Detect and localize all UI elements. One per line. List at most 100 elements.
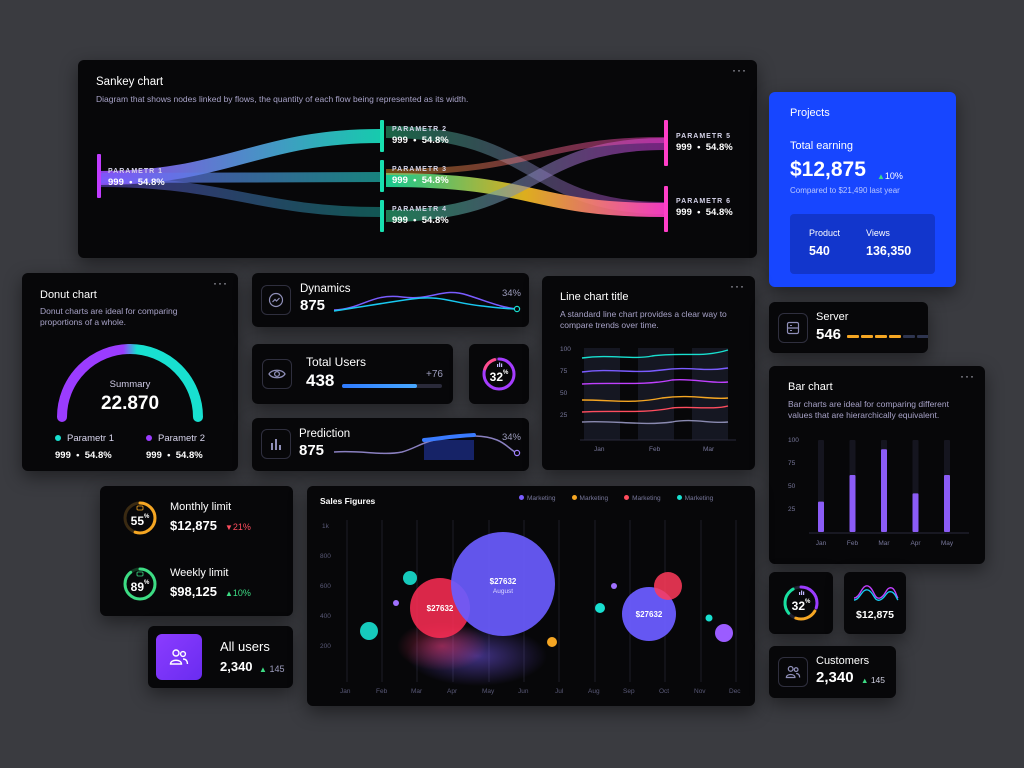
bubble-sub: August <box>492 588 514 595</box>
bubble[interactable] <box>611 583 617 589</box>
prediction-icon-box <box>261 429 291 459</box>
line-chart-card: Line chart title A standard line chart p… <box>542 276 755 470</box>
bar-chart-plot: Jan Feb Mar Apr May <box>809 440 969 547</box>
line-y-tick: 25 <box>560 412 568 419</box>
bar-apr[interactable] <box>912 493 919 532</box>
total-users-label: Total Users <box>306 355 367 369</box>
monthly-pct: 55 <box>130 514 144 528</box>
bar-y-tick: 100 <box>788 437 799 444</box>
bubble[interactable] <box>547 637 557 647</box>
dynamics-value: 875 <box>300 297 326 314</box>
sales-x-axis: Jan Feb Mar Apr May Jun Jul Aug Sep Oct … <box>307 688 755 698</box>
sankey-node-2-label: PARAMETR 2 999 • 54.8% <box>392 126 449 146</box>
total-users-value: 438 <box>306 371 335 390</box>
users-icon <box>785 665 801 679</box>
views-value: 136,350 <box>866 244 912 258</box>
legend-item[interactable]: Marketing <box>519 495 556 502</box>
weekly-limit-label: Weekly limit <box>170 567 229 579</box>
sales-legend: Marketing Marketing Marketing Marketing <box>519 495 713 502</box>
node-label: PARAMETR 5 <box>676 133 731 140</box>
bubble-red-small[interactable] <box>654 572 682 600</box>
sankey-node-1-label: PARAMETR 1 999 • 54.8% <box>108 168 165 188</box>
bar-may[interactable] <box>944 474 950 532</box>
bubble[interactable] <box>393 600 399 606</box>
bubble-violet[interactable] <box>622 587 676 641</box>
arrow-up-icon: ▲ <box>259 665 267 674</box>
node-label: PARAMETR 1 <box>108 168 163 175</box>
arrow-down-icon: ▼ <box>225 523 233 532</box>
bubble-violet-large[interactable] <box>451 532 555 636</box>
dynamics-label: Dynamics <box>300 283 351 295</box>
legend-dot-cyan <box>55 435 61 441</box>
node-label: PARAMETR 6 <box>676 198 731 205</box>
views-label: Views <box>866 228 890 238</box>
bar-x-tick: Apr <box>910 540 921 547</box>
sankey-menu-icon[interactable]: ··· <box>732 63 747 77</box>
users-icon <box>169 649 189 665</box>
node-value: 999 • 54.8% <box>392 175 449 186</box>
sankey-diagram <box>97 120 668 232</box>
donut-title: Donut chart <box>40 289 97 301</box>
product-label: Product <box>809 228 841 238</box>
legend-dot <box>571 495 577 500</box>
sankey-card: Sankey chart Diagram that shows nodes li… <box>78 60 757 258</box>
dynamics-percent: 34% <box>501 288 521 299</box>
weekly-pct: 89 <box>130 580 144 594</box>
bar-x-tick: May <box>941 540 954 547</box>
bubble[interactable] <box>360 622 378 640</box>
load-bar <box>889 335 901 338</box>
earning-change-value: 10% <box>884 171 903 181</box>
all-users-icon-box <box>156 634 202 680</box>
all-users-delta-value: 145 <box>269 664 285 674</box>
sales-title: Sales Figures <box>320 496 376 506</box>
legend-label: Parametr 1 <box>67 433 114 444</box>
legend-item[interactable]: Marketing <box>676 495 713 502</box>
sankey-node-6-label: PARAMETR 6 999 • 54.8% <box>676 198 733 218</box>
sales-y-tick: 800 <box>320 553 331 560</box>
sankey-node-2[interactable] <box>380 120 384 152</box>
bar-feb[interactable] <box>849 474 856 532</box>
sankey-node-6[interactable] <box>664 186 668 232</box>
pct-unit: % <box>144 514 150 520</box>
legend-item[interactable]: Marketing <box>571 495 608 502</box>
bar-y-tick: 50 <box>788 483 796 490</box>
legend-value: 999 • 54.8% <box>55 450 112 461</box>
all-users-card: All users 2,340 ▲ 145 <box>148 626 293 688</box>
bar-jan[interactable] <box>818 501 824 532</box>
sankey-node-5[interactable] <box>664 120 668 166</box>
monthly-limit-label: Monthly limit <box>170 501 232 513</box>
donut-subtitle: Donut charts are ideal for comparing pro… <box>40 306 178 328</box>
legend-item[interactable]: Marketing <box>624 495 661 502</box>
bubble[interactable] <box>403 571 417 585</box>
load-bar <box>847 335 859 338</box>
bubble[interactable] <box>595 603 605 613</box>
line-y-tick: 100 <box>560 346 571 353</box>
arrow-up-icon: ▲ <box>877 172 885 181</box>
bubble[interactable] <box>705 614 713 622</box>
load-bar <box>917 335 928 338</box>
sankey-node-3[interactable] <box>380 160 384 192</box>
bar-mar[interactable] <box>881 449 887 532</box>
bar-chart-menu-icon[interactable]: ··· <box>960 369 975 383</box>
product-value: 540 <box>809 244 830 258</box>
server-card: Server 546 <box>769 302 928 353</box>
prediction-card: Prediction 875 34% <box>252 418 529 471</box>
bubble[interactable] <box>715 624 733 642</box>
donut-menu-icon[interactable]: ··· <box>213 276 228 290</box>
sales-x-tick: Jun <box>518 688 529 695</box>
total-earning-value: $12,875 <box>790 158 866 181</box>
prediction-percent: 34% <box>501 432 521 443</box>
load-bar <box>903 335 915 338</box>
load-bar <box>875 335 887 338</box>
line-chart-menu-icon[interactable]: ··· <box>730 279 745 293</box>
sales-x-tick: May <box>482 688 495 695</box>
sankey-node-4[interactable] <box>380 200 384 232</box>
sankey-node-1[interactable] <box>97 154 101 198</box>
sankey-title: Sankey chart <box>96 76 164 88</box>
projects-title: Projects <box>790 107 830 119</box>
sales-x-tick: Dec <box>729 688 741 695</box>
sankey-flow-3-5 <box>385 137 665 175</box>
node-value: 999 • 54.8% <box>392 135 449 146</box>
line-x-tick: Feb <box>649 446 661 453</box>
mini-wave-value: $12,875 <box>856 609 894 621</box>
